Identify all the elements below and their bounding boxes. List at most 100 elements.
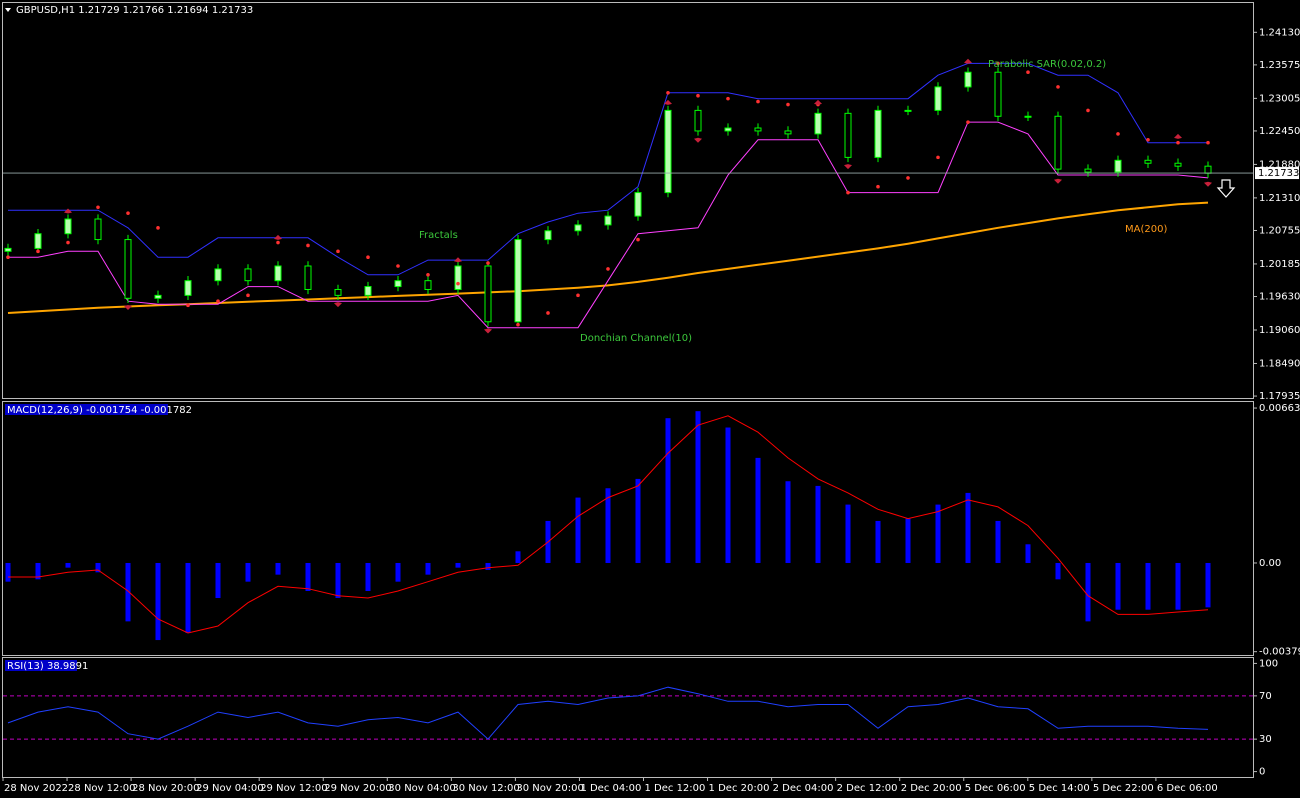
x-tick-label: 2 Dec 20:00 (901, 783, 962, 794)
macd-bar (35, 562, 41, 580)
macd-signal (8, 415, 1209, 634)
y-tick-label: 1.22450 (1259, 126, 1300, 137)
candle-body (1174, 162, 1182, 167)
candle-body (184, 280, 192, 296)
candle-body (1054, 115, 1062, 170)
fractal-up (964, 58, 972, 64)
candle-body (1084, 168, 1092, 173)
fractal-up (64, 208, 72, 214)
candle-body (424, 280, 432, 290)
y-tick-label: 1.21310 (1259, 193, 1300, 204)
x-tick-label: 1 Dec 04:00 (580, 783, 641, 794)
macd-bar (875, 520, 881, 563)
candle-body (4, 247, 12, 252)
price-panel (2, 2, 1254, 399)
macd-bar (815, 485, 821, 563)
macd-bar (1055, 562, 1061, 580)
macd-bar (455, 562, 461, 568)
candle-body (274, 265, 282, 282)
x-tick-label: 30 Nov 12:00 (452, 783, 519, 794)
candle-body (34, 233, 42, 249)
macd-bar (695, 411, 701, 563)
candle-body (124, 239, 132, 299)
candle-body (844, 112, 852, 158)
x-tick-label: 5 Dec 22:00 (1093, 783, 1154, 794)
sar-dot (276, 240, 280, 245)
macd-bar (485, 562, 491, 570)
sar-dot (1146, 137, 1150, 142)
y-tick-label: 0.00 (1259, 558, 1281, 569)
rsi-title-box (5, 660, 77, 671)
sar-dot (966, 120, 970, 124)
macd-bar (215, 562, 221, 599)
y-tick-label: 1.23005 (1259, 93, 1300, 104)
candle-body (394, 280, 402, 288)
candle-body (1144, 159, 1152, 164)
fractal-up (1174, 133, 1182, 139)
sar-dot (156, 226, 160, 230)
fractal-down (844, 164, 852, 170)
candle-body (364, 286, 372, 296)
candle-body (244, 268, 252, 282)
sar-dot (1056, 85, 1060, 89)
candle-body (1204, 165, 1212, 174)
fractal-down (694, 137, 702, 143)
menu-triangle (5, 8, 11, 12)
sar-dot (426, 273, 430, 277)
y-tick-label: 1.17935 (1259, 391, 1300, 402)
sar-dot (396, 264, 400, 268)
candle-body (994, 71, 1002, 117)
x-tick-label: 5 Dec 06:00 (965, 783, 1026, 794)
ma-label: MA(200) (1125, 224, 1167, 235)
y-tick-label: 0 (1259, 767, 1265, 778)
candle-body (1024, 115, 1032, 118)
macd-bar (635, 478, 641, 563)
macd-bar (1085, 562, 1091, 622)
y-tick-label: 0.006634 (1259, 403, 1300, 414)
macd-bar (1205, 562, 1211, 608)
macd-bar (1115, 562, 1121, 610)
candle-body (694, 109, 702, 132)
macd-bar (1175, 562, 1181, 610)
macd-bar (95, 562, 101, 573)
donchian-label: Donchian Channel(10) (580, 333, 692, 344)
sar-dot (696, 93, 700, 98)
macd-bar (335, 562, 341, 599)
sar-dot (1206, 140, 1210, 145)
macd-bar (965, 492, 971, 563)
sar-dot (186, 303, 190, 308)
macd-bar (935, 504, 941, 563)
last-price-label: 1.21733 (1258, 168, 1299, 179)
candle-body (94, 218, 102, 241)
sar-dot (126, 211, 130, 215)
macd-bar (395, 562, 401, 582)
candle-body (724, 127, 732, 132)
macd-bar (845, 504, 851, 563)
candle-body (754, 127, 762, 132)
candle-body (964, 71, 972, 88)
sar-dot (846, 190, 850, 195)
y-tick-label: 1.20185 (1259, 259, 1300, 270)
rsi-line (7, 686, 1209, 740)
candle-body (64, 218, 72, 235)
sar-dot (66, 240, 70, 245)
chart-title: GBPUSD,H1 1.21729 1.21766 1.21694 1.2173… (16, 5, 253, 16)
candle-body (544, 230, 552, 241)
sar-dot (726, 96, 730, 101)
sar-dot (636, 237, 640, 242)
sar-dot (546, 311, 550, 315)
x-tick-label: 30 Nov 04:00 (388, 783, 455, 794)
candle-body (154, 294, 162, 299)
sar-dot (96, 205, 100, 210)
macd-title: MACD(12,26,9) -0.001754 -0.001782 (7, 405, 192, 416)
x-tick-label: 2 Dec 04:00 (773, 783, 834, 794)
fractal-down (124, 305, 132, 311)
y-tick-label: -0.003798 (1259, 647, 1300, 658)
y-tick-label: 1.20755 (1259, 225, 1300, 236)
sar-dot (786, 102, 790, 107)
sar-dot (606, 267, 610, 271)
sar-dot (666, 90, 670, 95)
macd-bar (425, 562, 431, 575)
fractal-down (1054, 178, 1062, 184)
